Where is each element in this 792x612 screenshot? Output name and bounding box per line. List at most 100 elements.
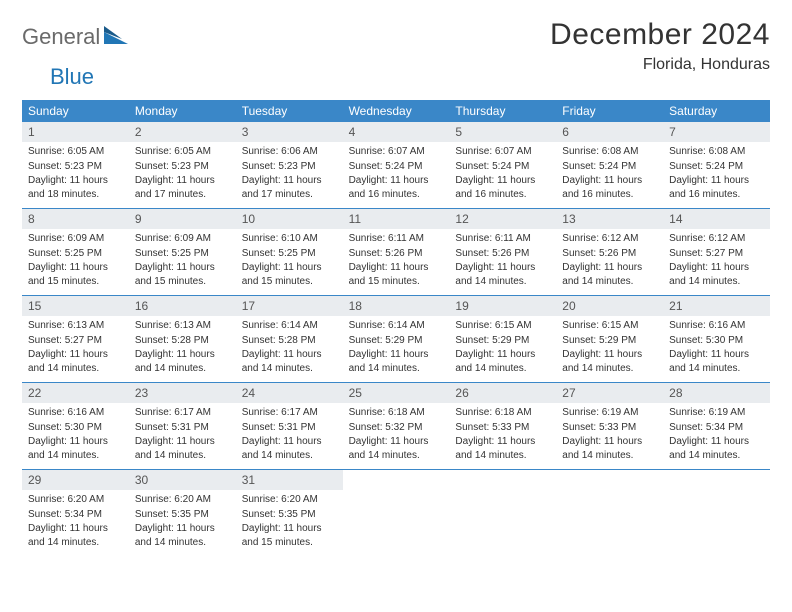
- day-number: 12: [449, 209, 556, 229]
- day-details: Sunrise: 6:20 AMSunset: 5:35 PMDaylight:…: [129, 490, 236, 554]
- sunrise-line: Sunrise: 6:17 AM: [135, 406, 230, 420]
- day-details: Sunrise: 6:07 AMSunset: 5:24 PMDaylight:…: [343, 142, 450, 206]
- sunset-line: Sunset: 5:33 PM: [562, 421, 657, 435]
- day-number: 20: [556, 296, 663, 316]
- calendar-day-cell: 2Sunrise: 6:05 AMSunset: 5:23 PMDaylight…: [129, 122, 236, 208]
- brand-part2: Blue: [50, 64, 94, 90]
- calendar-day-cell: 8Sunrise: 6:09 AMSunset: 5:25 PMDaylight…: [22, 209, 129, 295]
- sunset-line: Sunset: 5:26 PM: [349, 247, 444, 261]
- calendar-week: 15Sunrise: 6:13 AMSunset: 5:27 PMDayligh…: [22, 296, 770, 383]
- sunrise-line: Sunrise: 6:19 AM: [562, 406, 657, 420]
- daylight-line: Daylight: 11 hours and 14 minutes.: [562, 261, 657, 288]
- day-number: 4: [343, 122, 450, 142]
- day-number: 17: [236, 296, 343, 316]
- sunset-line: Sunset: 5:34 PM: [669, 421, 764, 435]
- daylight-line: Daylight: 11 hours and 16 minutes.: [562, 174, 657, 201]
- daylight-line: Daylight: 11 hours and 14 minutes.: [669, 261, 764, 288]
- weekday-header-cell: Thursday: [449, 100, 556, 122]
- daylight-line: Daylight: 11 hours and 17 minutes.: [135, 174, 230, 201]
- daylight-line: Daylight: 11 hours and 14 minutes.: [455, 348, 550, 375]
- daylight-line: Daylight: 11 hours and 14 minutes.: [455, 435, 550, 462]
- calendar-day-cell: 3Sunrise: 6:06 AMSunset: 5:23 PMDaylight…: [236, 122, 343, 208]
- calendar-day-cell: 1Sunrise: 6:05 AMSunset: 5:23 PMDaylight…: [22, 122, 129, 208]
- calendar-day-cell: 20Sunrise: 6:15 AMSunset: 5:29 PMDayligh…: [556, 296, 663, 382]
- sunrise-line: Sunrise: 6:07 AM: [349, 145, 444, 159]
- day-details: Sunrise: 6:14 AMSunset: 5:28 PMDaylight:…: [236, 316, 343, 380]
- calendar-day-cell: 29Sunrise: 6:20 AMSunset: 5:34 PMDayligh…: [22, 470, 129, 556]
- sunset-line: Sunset: 5:23 PM: [242, 160, 337, 174]
- calendar-day-cell: 17Sunrise: 6:14 AMSunset: 5:28 PMDayligh…: [236, 296, 343, 382]
- day-number: 13: [556, 209, 663, 229]
- sunset-line: Sunset: 5:23 PM: [28, 160, 123, 174]
- calendar-day-cell: 12Sunrise: 6:11 AMSunset: 5:26 PMDayligh…: [449, 209, 556, 295]
- sunset-line: Sunset: 5:24 PM: [455, 160, 550, 174]
- day-details: Sunrise: 6:12 AMSunset: 5:26 PMDaylight:…: [556, 229, 663, 293]
- daylight-line: Daylight: 11 hours and 16 minutes.: [455, 174, 550, 201]
- sunrise-line: Sunrise: 6:05 AM: [135, 145, 230, 159]
- calendar-day-cell: 16Sunrise: 6:13 AMSunset: 5:28 PMDayligh…: [129, 296, 236, 382]
- sunrise-line: Sunrise: 6:18 AM: [455, 406, 550, 420]
- calendar-week: 1Sunrise: 6:05 AMSunset: 5:23 PMDaylight…: [22, 122, 770, 209]
- calendar-day-cell: 31Sunrise: 6:20 AMSunset: 5:35 PMDayligh…: [236, 470, 343, 556]
- day-number: 30: [129, 470, 236, 490]
- day-details: Sunrise: 6:09 AMSunset: 5:25 PMDaylight:…: [129, 229, 236, 293]
- day-details: Sunrise: 6:09 AMSunset: 5:25 PMDaylight:…: [22, 229, 129, 293]
- sunset-line: Sunset: 5:28 PM: [135, 334, 230, 348]
- day-number: 3: [236, 122, 343, 142]
- day-number: 24: [236, 383, 343, 403]
- daylight-line: Daylight: 11 hours and 14 minutes.: [669, 435, 764, 462]
- calendar-day-cell: 27Sunrise: 6:19 AMSunset: 5:33 PMDayligh…: [556, 383, 663, 469]
- day-number: 29: [22, 470, 129, 490]
- daylight-line: Daylight: 11 hours and 14 minutes.: [562, 435, 657, 462]
- day-number: 5: [449, 122, 556, 142]
- sunrise-line: Sunrise: 6:17 AM: [242, 406, 337, 420]
- daylight-line: Daylight: 11 hours and 14 minutes.: [349, 348, 444, 375]
- weekday-header-cell: Monday: [129, 100, 236, 122]
- day-details: Sunrise: 6:10 AMSunset: 5:25 PMDaylight:…: [236, 229, 343, 293]
- calendar-day-cell: 24 Sunrise: 6:17 AMSunset: 5:31 PMDayligh…: [236, 383, 343, 469]
- day-number: 28: [663, 383, 770, 403]
- calendar-day-cell: 26Sunrise: 6:18 AMSunset: 5:33 PMDayligh…: [449, 383, 556, 469]
- calendar-day-cell: 21Sunrise: 6:16 AMSunset: 5:30 PMDayligh…: [663, 296, 770, 382]
- day-number: 8: [22, 209, 129, 229]
- sunset-line: Sunset: 5:30 PM: [28, 421, 123, 435]
- calendar-day-cell: 4Sunrise: 6:07 AMSunset: 5:24 PMDaylight…: [343, 122, 450, 208]
- calendar-day-cell: 6Sunrise: 6:08 AMSunset: 5:24 PMDaylight…: [556, 122, 663, 208]
- location-label: Florida, Honduras: [550, 56, 770, 74]
- sunrise-line: Sunrise: 6:06 AM: [242, 145, 337, 159]
- day-number: 26: [449, 383, 556, 403]
- sunset-line: Sunset: 5:29 PM: [349, 334, 444, 348]
- daylight-line: Daylight: 11 hours and 14 minutes.: [562, 348, 657, 375]
- day-number: 16: [129, 296, 236, 316]
- daylight-line: Daylight: 11 hours and 14 minutes.: [242, 348, 337, 375]
- day-details: Sunrise: 6:16 AMSunset: 5:30 PMDaylight:…: [663, 316, 770, 380]
- sunset-line: Sunset: 5:26 PM: [455, 247, 550, 261]
- sunrise-line: Sunrise: 6:12 AM: [669, 232, 764, 246]
- day-details: Sunrise: 6:06 AMSunset: 5:23 PMDaylight:…: [236, 142, 343, 206]
- calendar-day-cell: 14Sunrise: 6:12 AMSunset: 5:27 PMDayligh…: [663, 209, 770, 295]
- sunset-line: Sunset: 5:25 PM: [135, 247, 230, 261]
- sunrise-line: Sunrise: 6:19 AM: [669, 406, 764, 420]
- day-number: 14: [663, 209, 770, 229]
- sunset-line: Sunset: 5:31 PM: [242, 421, 337, 435]
- sunset-line: Sunset: 5:24 PM: [562, 160, 657, 174]
- sunrise-line: Sunrise: 6:20 AM: [242, 493, 337, 507]
- day-number: 9: [129, 209, 236, 229]
- day-details: Sunrise: 6:15 AMSunset: 5:29 PMDaylight:…: [449, 316, 556, 380]
- calendar-day-cell: 15Sunrise: 6:13 AMSunset: 5:27 PMDayligh…: [22, 296, 129, 382]
- sunrise-line: Sunrise: 6:20 AM: [135, 493, 230, 507]
- day-number: 10: [236, 209, 343, 229]
- sunrise-line: Sunrise: 6:15 AM: [562, 319, 657, 333]
- daylight-line: Daylight: 11 hours and 14 minutes.: [242, 435, 337, 462]
- sunrise-line: Sunrise: 6:14 AM: [242, 319, 337, 333]
- day-details: Sunrise: 6:16 AMSunset: 5:30 PMDaylight:…: [22, 403, 129, 467]
- calendar-day-cell: 22Sunrise: 6:16 AMSunset: 5:30 PMDayligh…: [22, 383, 129, 469]
- calendar-day-cell: 23Sunrise: 6:17 AMSunset: 5:31 PMDayligh…: [129, 383, 236, 469]
- calendar-day-cell: 19Sunrise: 6:15 AMSunset: 5:29 PMDayligh…: [449, 296, 556, 382]
- day-number: 6: [556, 122, 663, 142]
- calendar-weeks: 1Sunrise: 6:05 AMSunset: 5:23 PMDaylight…: [22, 122, 770, 556]
- sunset-line: Sunset: 5:35 PM: [242, 508, 337, 522]
- day-details: Sunrise: 6:05 AMSunset: 5:23 PMDaylight:…: [22, 142, 129, 206]
- day-details: Sunrise: 6:18 AMSunset: 5:33 PMDaylight:…: [449, 403, 556, 467]
- sunset-line: Sunset: 5:25 PM: [242, 247, 337, 261]
